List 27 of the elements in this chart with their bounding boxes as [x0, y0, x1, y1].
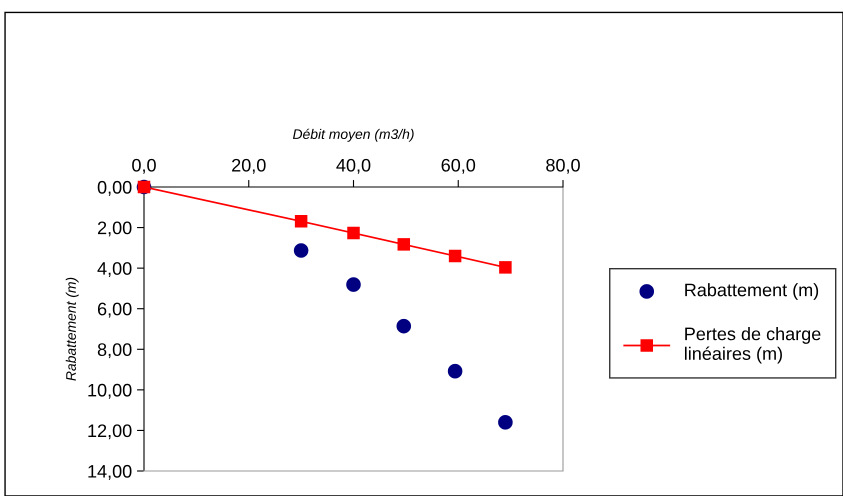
y-tick-label: 12,00: [88, 424, 132, 440]
point: [498, 415, 513, 430]
x-axis-title: Débit moyen (m3/h): [292, 128, 414, 142]
y-tick-label: 0,00: [98, 180, 132, 196]
x-tick-label: 20,0: [232, 158, 266, 174]
x-tick-label: 0,0: [132, 158, 156, 174]
y-tick-label: 4,00: [97, 262, 132, 277]
x-tick-label: 60,0: [442, 158, 476, 174]
point: [396, 318, 412, 334]
y-tick-label: 14,00: [88, 464, 132, 480]
point: [448, 364, 462, 378]
point: [346, 277, 361, 292]
point: [499, 261, 512, 274]
y-tick-label: 2,00: [98, 222, 132, 236]
point: [294, 243, 308, 258]
legend-label: Pertes de charge linéaires (m): [684, 327, 820, 364]
point: [294, 215, 308, 228]
legend-label: Rabattement (m): [685, 283, 818, 300]
x-tick-label: 80,0: [546, 158, 580, 174]
point: [398, 238, 410, 251]
y-tick-label: 6,00: [98, 302, 132, 318]
point: [347, 226, 360, 240]
x-tick-label: 40,0: [336, 158, 370, 174]
y-axis-title: Rabattement (m): [66, 278, 79, 381]
point: [448, 250, 462, 262]
y-tick-label: 10,00: [88, 384, 132, 399]
y-tick-label: 8,00: [98, 343, 132, 358]
